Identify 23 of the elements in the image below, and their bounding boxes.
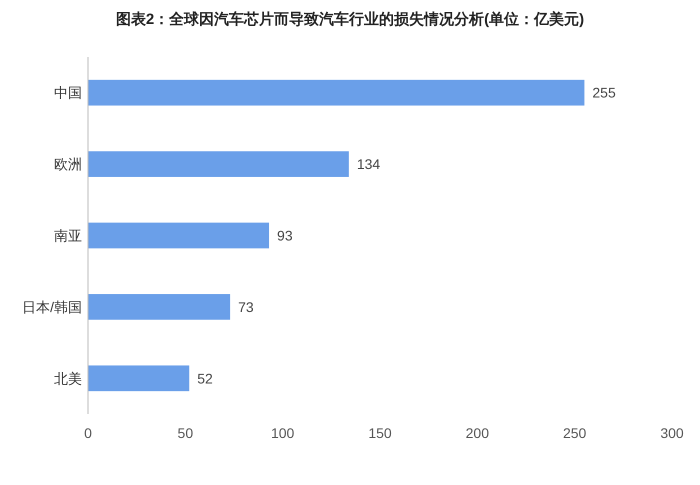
x-tick-label: 300: [660, 425, 684, 441]
data-label: 52: [197, 370, 214, 386]
y-tick-label: 欧洲: [54, 156, 82, 172]
data-label: 73: [238, 298, 254, 315]
data-label: 134: [356, 156, 380, 172]
bar: [88, 222, 270, 248]
data-label: 93: [277, 228, 293, 244]
x-tick-label: 100: [270, 425, 295, 441]
x-tick-label: 250: [562, 425, 587, 441]
x-tick-label: 50: [178, 425, 194, 441]
x-tick-label: 200: [466, 425, 490, 441]
bar: [88, 80, 584, 106]
bar: [88, 294, 230, 320]
y-tick-label: 中国: [54, 84, 82, 101]
bar: [88, 365, 190, 392]
x-tick-label: 150: [368, 425, 392, 441]
y-tick-label: 南亚: [54, 228, 82, 244]
chart-title: 图表2：全球因汽车芯片而导致汽车行业的损失情况分析(单位：亿美元): [116, 10, 584, 28]
bar: [88, 151, 349, 177]
y-tick-label: 日本/韩国: [22, 298, 82, 315]
x-tick-label: 0: [84, 425, 92, 441]
y-tick-label: 北美: [54, 370, 82, 386]
data-label: 255: [592, 84, 616, 101]
